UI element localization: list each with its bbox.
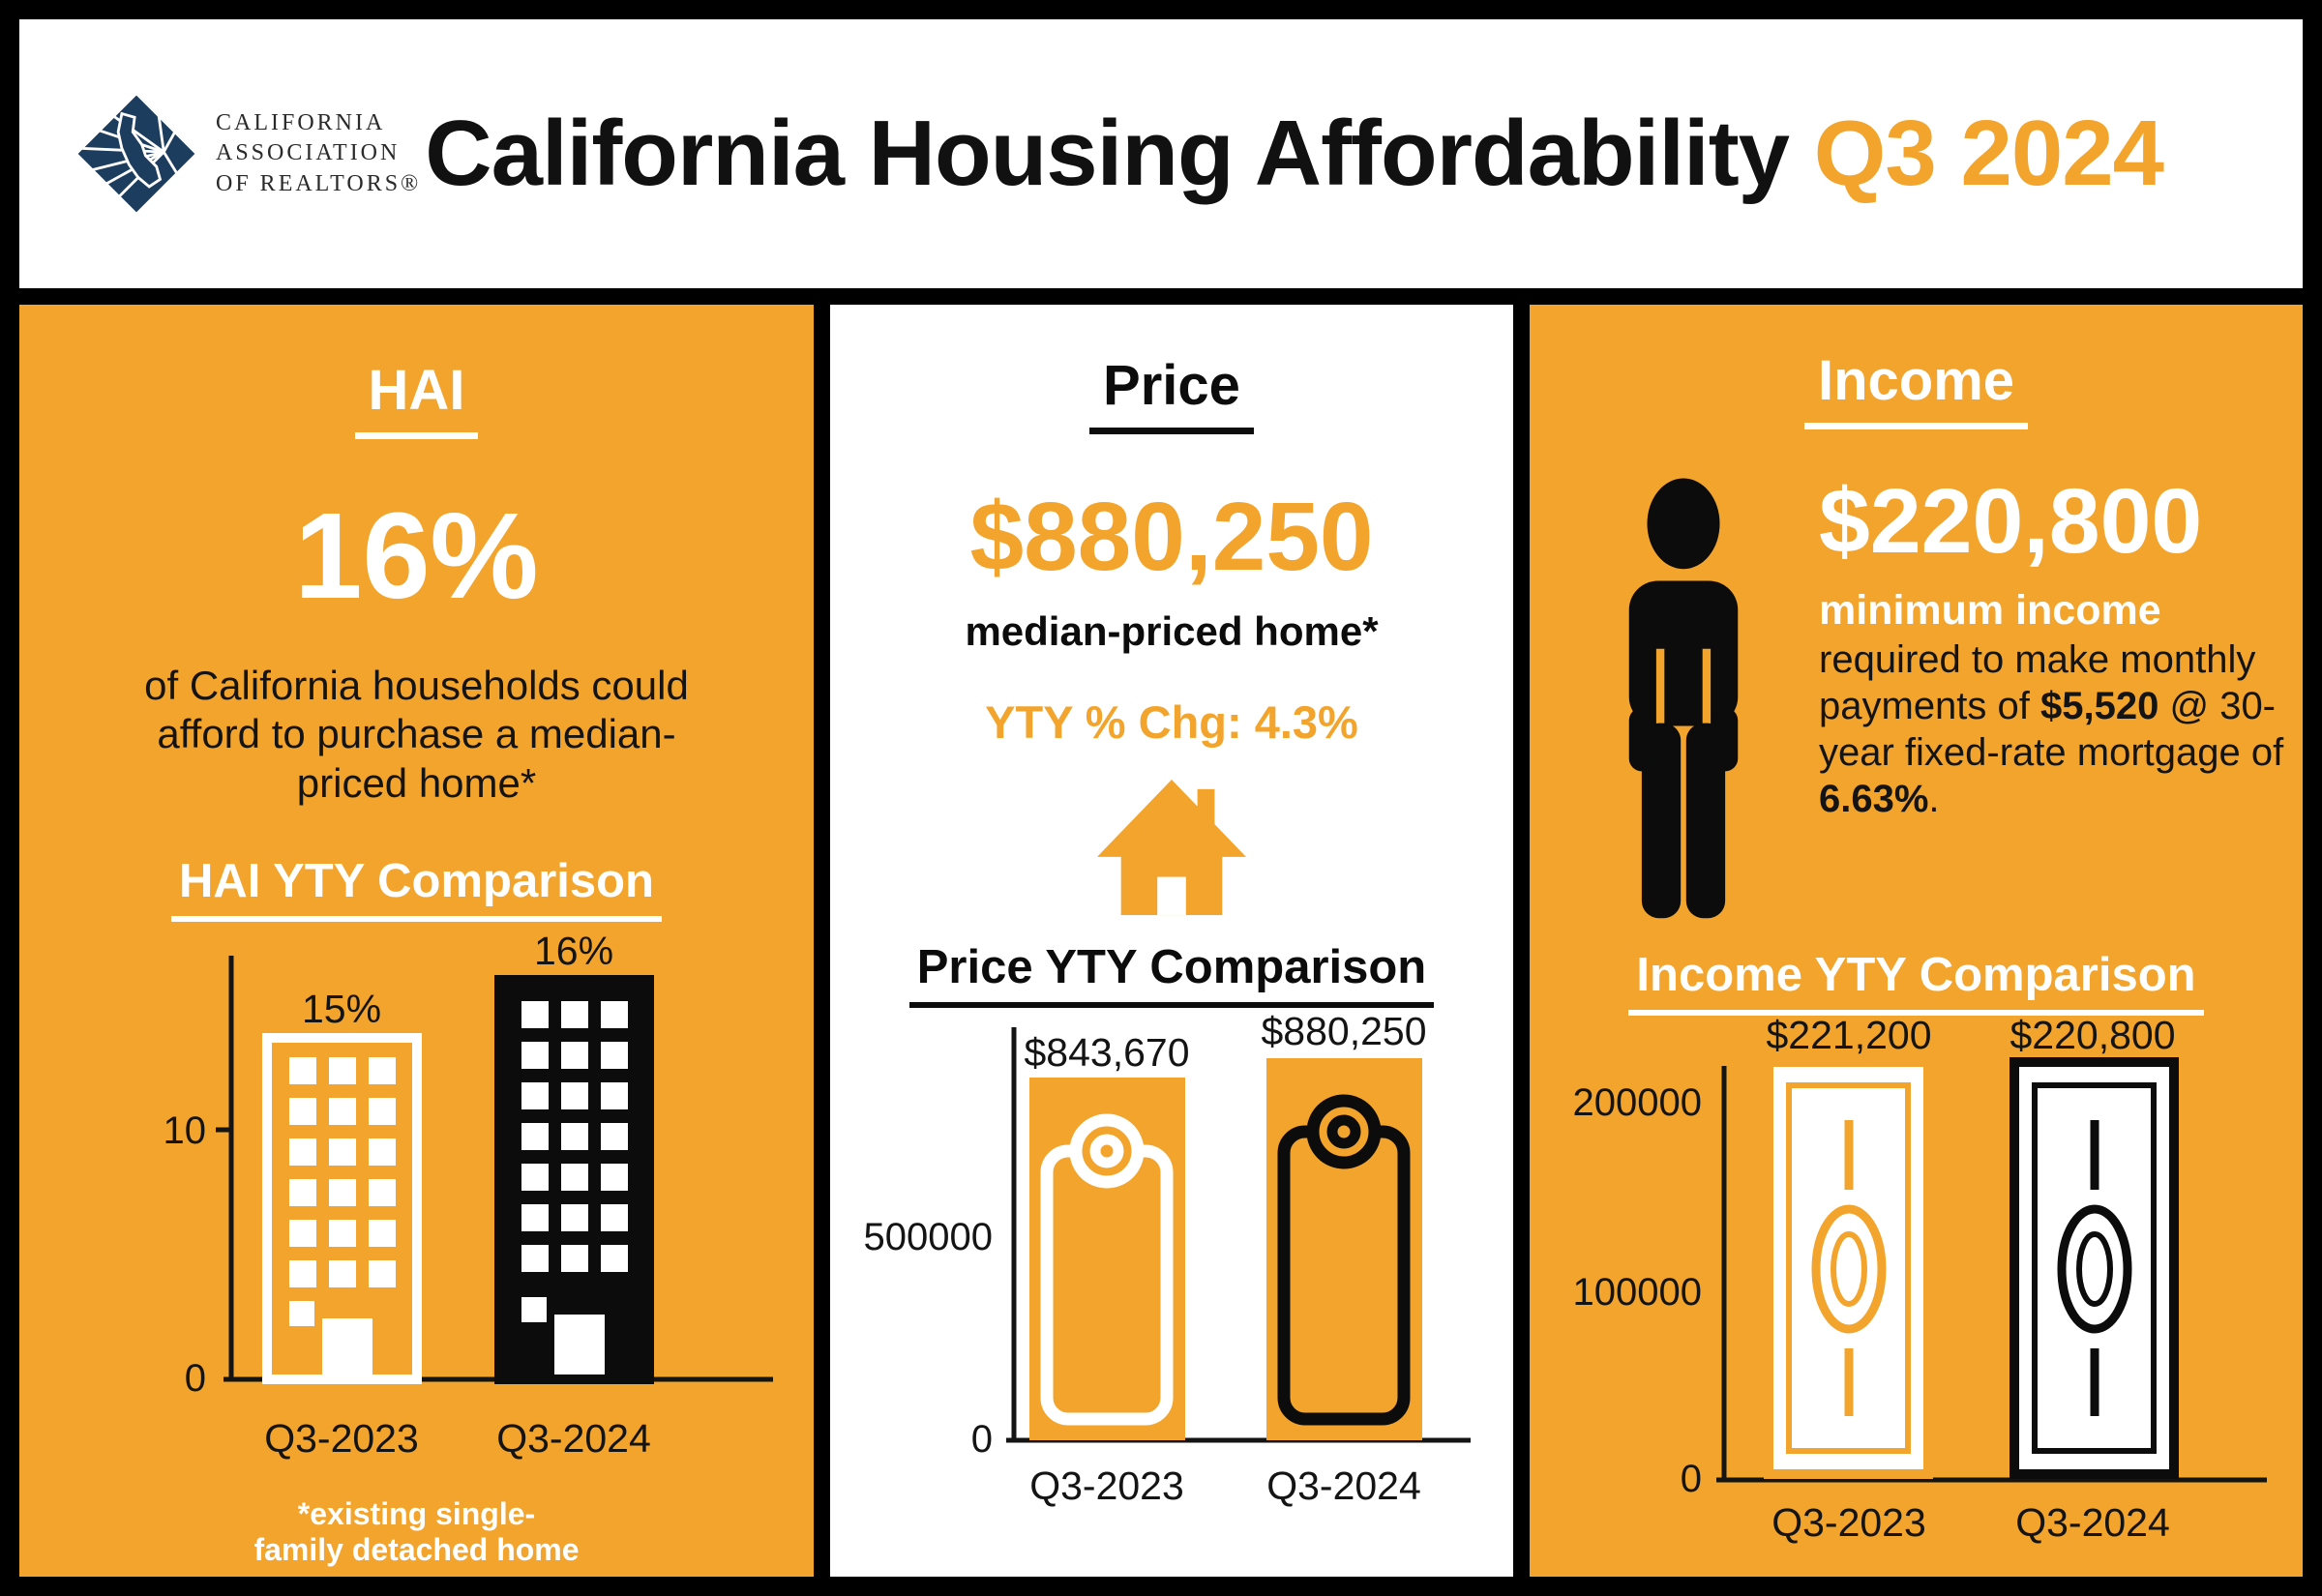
income-ytick-100000: 100000	[1573, 1271, 1702, 1314]
income-value-2023: $221,200	[1766, 1016, 1931, 1057]
hai-chart-heading: HAI YTY Comparison	[170, 854, 662, 923]
income-heading: Income	[1803, 348, 2029, 429]
price-cat-2023: Q3-2023	[1029, 1463, 1184, 1508]
hai-panel: HAI 16% of California households could a…	[19, 305, 814, 1577]
price-value-2024: $880,250	[1261, 1009, 1426, 1053]
car-logo-text: CALIFORNIA ASSOCIATION OF REALTORS®	[216, 108, 421, 199]
income-description: required to make monthly payments of $5,…	[1819, 638, 2284, 820]
page-title-quarter: Q3 2024	[1813, 102, 2164, 206]
price-ytick-500000: 500000	[864, 1216, 993, 1258]
dollar-bill-icon-2024	[2009, 1057, 2179, 1479]
price-yty-change: YTY % Chg: 4.3%	[985, 696, 1358, 748]
hai-cat-2024: Q3-2024	[496, 1416, 651, 1461]
hai-value-2024: 16%	[533, 929, 612, 973]
price-panel: Price $880,250 median-priced home* YTY %…	[830, 305, 1513, 1577]
income-ytick-0: 0	[1681, 1458, 1702, 1500]
car-logo-icon	[77, 95, 195, 213]
price-value-2023: $843,670	[1024, 1030, 1189, 1075]
logo-line-1: CALIFORNIA	[216, 110, 386, 136]
price-chart-heading: Price YTY Comparison	[908, 940, 1435, 1008]
car-logo: CALIFORNIA ASSOCIATION OF REALTORS®	[73, 90, 421, 218]
panel-divider-right	[1513, 305, 1530, 1577]
hai-footnote: *existing single- family detached home	[253, 1496, 580, 1567]
income-yty-chart: $221,200 $220,800 200000 100000 0	[1573, 1016, 2267, 1545]
price-ytick-0: 0	[971, 1418, 993, 1461]
logo-line-2: ASSOCIATION	[216, 140, 401, 166]
person-icon	[1628, 478, 1738, 919]
infographic-frame: CALIFORNIA ASSOCIATION OF REALTORS® Cali…	[19, 19, 2303, 1577]
income-mortgage-rate: 6.63%	[1819, 778, 1929, 820]
header: CALIFORNIA ASSOCIATION OF REALTORS® Cali…	[19, 19, 2303, 289]
house-icon	[1097, 779, 1246, 916]
panel-divider-left	[814, 305, 830, 1577]
panels-row: HAI 16% of California households could a…	[19, 305, 2303, 1577]
price-heading: Price	[1089, 353, 1254, 434]
page-title-main: California Housing Affordability	[425, 102, 1790, 206]
price-yty-chart: $843,670 $880,250 500000 0	[864, 1009, 1471, 1508]
logo-line-3: OF REALTORS®	[216, 170, 422, 196]
income-cat-2024: Q3-2024	[2015, 1500, 2170, 1545]
income-big-value: $220,800	[1819, 470, 2203, 573]
income-desc-lead: minimum income	[1819, 587, 2161, 634]
hai-cat-2023: Q3-2023	[264, 1416, 419, 1461]
hai-description: of California households could afford to…	[144, 663, 689, 806]
building-icon-2023	[261, 1033, 422, 1385]
price-tag-icon-2023	[1029, 1078, 1185, 1440]
building-icon-2024	[493, 975, 654, 1385]
price-cat-2024: Q3-2024	[1266, 1463, 1421, 1508]
income-cat-2023: Q3-2023	[1771, 1500, 1926, 1545]
hai-ytick-10: 10	[163, 1109, 206, 1152]
hai-heading: HAI	[354, 358, 479, 439]
hai-ytick-0: 0	[184, 1357, 205, 1400]
dollar-bill-icon-2023	[1764, 1057, 1933, 1479]
hai-big-value: 16%	[294, 488, 539, 624]
income-ytick-200000: 200000	[1573, 1081, 1702, 1124]
header-separator	[19, 288, 2303, 305]
hai-yty-chart: 10 0 15% 16%	[163, 929, 773, 1461]
page-title: California Housing Affordability Q3 2024	[421, 101, 2303, 207]
income-monthly-payment: $5,520	[2040, 685, 2159, 727]
price-tag-icon-2024	[1266, 1058, 1422, 1440]
income-value-2024: $220,800	[2009, 1016, 2175, 1057]
income-panel: Income $220,800 minimum income required …	[1530, 305, 2303, 1577]
income-chart-heading: Income YTY Comparison	[1628, 948, 2204, 1016]
price-big-value: $880,250	[969, 483, 1374, 591]
price-subtitle: median-priced home*	[965, 608, 1379, 654]
hai-value-2023: 15%	[301, 987, 380, 1031]
